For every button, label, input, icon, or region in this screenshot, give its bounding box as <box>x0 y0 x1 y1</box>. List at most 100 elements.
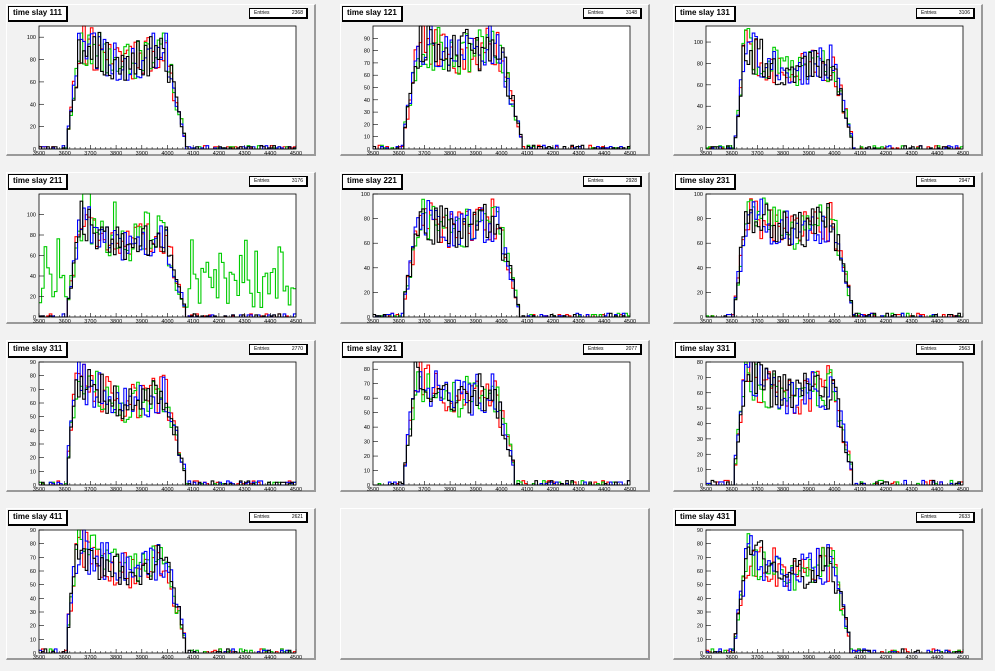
histogram-plot: 3500 3600 3700 3800 3900 4000 4100 4200 4300 4400… <box>697 528 969 661</box>
y-tick-label: 50 <box>697 406 703 412</box>
y-tick-label: 40 <box>30 428 36 434</box>
x-tick-label: 3600 <box>393 151 405 157</box>
x-tick-label: 3500 <box>33 319 45 325</box>
stats-label: Entries <box>254 514 270 520</box>
y-tick-label: 60 <box>364 241 370 247</box>
x-tick-label: 3800 <box>110 151 122 157</box>
y-tick-label: 80 <box>30 233 36 239</box>
histogram-plot: 3500 3600 3700 3800 3900 4000 4100 4200 4300 4400… <box>27 193 302 325</box>
x-tick-label: 4300 <box>572 151 584 157</box>
stats-entries: 2621 <box>291 514 303 520</box>
x-tick-label: 3900 <box>803 151 815 157</box>
stats-box: Entries 2368 <box>249 8 308 19</box>
x-tick-label: 4000 <box>495 319 507 325</box>
x-tick-label: 4300 <box>238 655 250 661</box>
y-tick-label: 30 <box>30 442 36 448</box>
y-tick-label: 20 <box>364 454 370 460</box>
y-tick-label: 40 <box>697 266 703 272</box>
x-tick-label: 4400 <box>264 319 276 325</box>
x-tick-label: 3500 <box>367 487 379 493</box>
stats-entries: 2770 <box>291 346 303 352</box>
x-tick-label: 3500 <box>33 487 45 493</box>
y-tick-label: 60 <box>364 73 370 79</box>
x-tick-label: 4400 <box>598 487 610 493</box>
x-tick-label: 3700 <box>84 151 96 157</box>
x-tick-label: 4200 <box>547 487 559 493</box>
x-tick-label: 4000 <box>161 151 173 157</box>
y-tick-label: 30 <box>364 110 370 116</box>
x-tick-label: 4000 <box>828 151 840 157</box>
x-tick-label: 3700 <box>751 151 763 157</box>
x-tick-label: 3700 <box>84 319 96 325</box>
y-tick-label: 10 <box>30 637 36 643</box>
stats-label: Entries <box>588 10 604 16</box>
stats-box: Entries 2077 <box>583 344 642 355</box>
stats-entries: 3106 <box>958 10 970 16</box>
y-tick-label: 100 <box>694 40 703 46</box>
y-tick-label: 40 <box>30 274 36 280</box>
y-tick-label: 40 <box>697 104 703 110</box>
x-tick-label: 4100 <box>521 151 533 157</box>
x-tick-label: 4500 <box>624 487 636 493</box>
x-tick-label: 3600 <box>726 319 738 325</box>
x-tick-label: 3700 <box>418 487 430 493</box>
y-tick-label: 20 <box>697 452 703 458</box>
y-tick-label: 90 <box>364 36 370 42</box>
y-tick-label: 50 <box>364 411 370 417</box>
stats-box: Entries 3148 <box>583 8 642 19</box>
histogram-series-1 <box>39 193 296 308</box>
x-tick-label: 3600 <box>59 151 71 157</box>
histogram-pad-3: 3500 3600 3700 3800 3900 4000 4100 4200 4300 4400… <box>6 172 316 325</box>
y-tick-label: 80 <box>364 49 370 55</box>
x-tick-label: 3500 <box>33 151 45 157</box>
y-tick-label: 100 <box>694 192 703 198</box>
y-tick-label: 50 <box>30 415 36 421</box>
x-tick-label: 4100 <box>521 319 533 325</box>
y-tick-label: 40 <box>364 425 370 431</box>
histogram-pad-2: 3500 3600 3700 3800 3900 4000 4100 4200 4300 4400… <box>673 4 983 157</box>
x-tick-label: 3700 <box>418 151 430 157</box>
y-tick-label: 30 <box>364 440 370 446</box>
stats-entries: 2077 <box>625 346 637 352</box>
x-tick-label: 3500 <box>367 151 379 157</box>
stats-label: Entries <box>588 346 604 352</box>
y-tick-label: 90 <box>30 528 36 534</box>
y-tick-label: 20 <box>30 295 36 301</box>
x-tick-label: 4300 <box>238 319 250 325</box>
y-tick-label: 80 <box>30 542 36 548</box>
y-tick-label: 40 <box>364 98 370 104</box>
y-tick-label: 20 <box>30 624 36 630</box>
x-tick-label: 3700 <box>418 319 430 325</box>
histogram-series-3 <box>706 38 963 150</box>
x-tick-label: 3600 <box>59 487 71 493</box>
histogram-title: time slay 331 <box>675 342 736 358</box>
histogram-plot: 3500 3600 3700 3800 3900 4000 4100 4200 4300 4400… <box>30 360 302 493</box>
x-tick-label: 4200 <box>880 151 892 157</box>
histogram-pad-5: 3500 3600 3700 3800 3900 4000 4100 4200 4300 4400… <box>673 172 983 325</box>
histogram-series-3 <box>39 31 296 150</box>
x-tick-label: 4400 <box>931 319 943 325</box>
histogram-plot: 3500 3600 3700 3800 3900 4000 4100 4200 4300 4400… <box>364 361 636 493</box>
y-tick-label: 50 <box>697 583 703 589</box>
x-tick-label: 4300 <box>905 319 917 325</box>
y-tick-label: 20 <box>30 456 36 462</box>
y-tick-label: 70 <box>30 387 36 393</box>
histogram-series-3 <box>373 203 630 318</box>
histogram-pad-4: 3500 3600 3700 3800 3900 4000 4100 4200 4300 4400… <box>340 172 650 325</box>
x-tick-label: 4400 <box>264 655 276 661</box>
x-tick-label: 3700 <box>751 655 763 661</box>
empty-pad <box>340 508 650 660</box>
x-tick-label: 4200 <box>213 151 225 157</box>
x-tick-label: 4100 <box>854 487 866 493</box>
x-tick-label: 3900 <box>136 319 148 325</box>
histogram-title: time slay 311 <box>8 342 69 358</box>
x-tick-label: 4100 <box>187 487 199 493</box>
x-tick-label: 3900 <box>470 151 482 157</box>
y-tick-label: 0 <box>33 651 36 657</box>
x-tick-label: 3600 <box>726 655 738 661</box>
y-tick-label: 100 <box>27 35 36 41</box>
y-tick-label: 0 <box>367 483 370 489</box>
y-tick-label: 40 <box>697 596 703 602</box>
x-tick-label: 3600 <box>393 487 405 493</box>
x-tick-label: 4200 <box>213 487 225 493</box>
